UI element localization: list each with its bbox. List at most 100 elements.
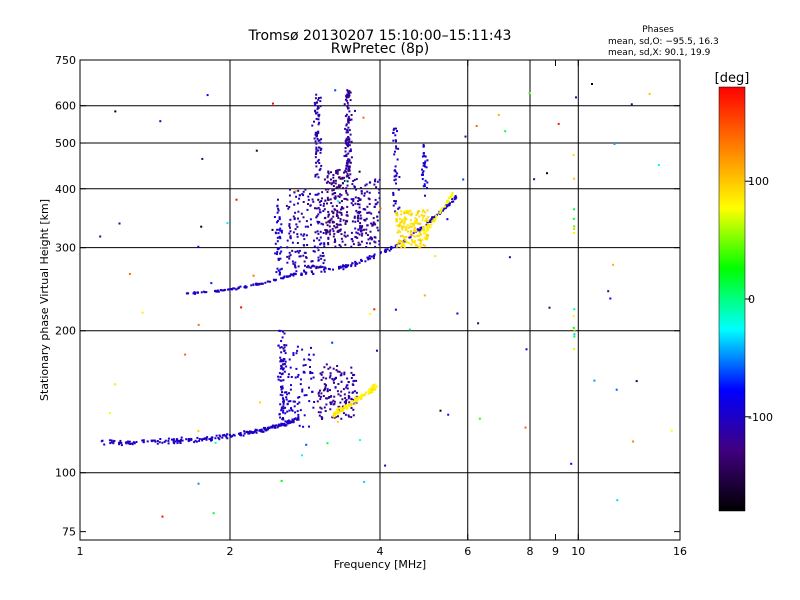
data-point xyxy=(346,193,349,196)
data-point xyxy=(113,440,116,443)
data-point xyxy=(331,189,334,192)
chart-subtitle: RwPretec (8p) xyxy=(331,41,429,57)
data-point xyxy=(357,197,360,200)
data-point xyxy=(342,187,345,190)
data-point xyxy=(282,360,285,363)
data-point xyxy=(431,216,434,219)
data-point xyxy=(327,367,330,370)
data-point xyxy=(394,134,397,137)
data-point xyxy=(320,392,323,395)
data-point xyxy=(277,378,280,381)
data-point xyxy=(325,363,328,366)
data-point xyxy=(335,170,337,173)
data-point xyxy=(344,140,347,142)
data-point xyxy=(341,398,344,401)
data-point xyxy=(357,217,359,220)
data-point xyxy=(356,236,359,239)
data-point xyxy=(276,211,279,214)
data-point xyxy=(205,438,208,441)
data-point xyxy=(348,110,351,113)
data-point xyxy=(350,397,353,400)
x-tick-label: 10 xyxy=(571,545,585,558)
data-point xyxy=(283,332,286,335)
data-point xyxy=(573,228,575,231)
data-point xyxy=(312,200,315,203)
data-point xyxy=(394,246,397,249)
data-point xyxy=(325,221,328,224)
data-point xyxy=(221,289,224,292)
data-point xyxy=(293,218,296,221)
data-point xyxy=(281,336,284,339)
data-point xyxy=(405,227,408,230)
data-point xyxy=(394,308,397,311)
data-point xyxy=(351,400,354,402)
data-point xyxy=(282,402,285,405)
data-point xyxy=(370,238,373,241)
data-point xyxy=(434,255,437,258)
data-point xyxy=(343,171,345,174)
data-point xyxy=(231,435,234,438)
data-point xyxy=(365,232,368,235)
data-point xyxy=(223,433,226,436)
colorbar-tick-label: -100 xyxy=(748,411,773,424)
data-point xyxy=(326,202,328,205)
data-point xyxy=(341,240,344,243)
data-point xyxy=(355,209,358,212)
data-point xyxy=(332,230,335,233)
data-point xyxy=(342,182,344,185)
data-point xyxy=(421,211,424,213)
data-point xyxy=(374,383,377,386)
data-point xyxy=(296,402,299,405)
data-point xyxy=(108,439,111,442)
data-point xyxy=(365,242,368,245)
data-point xyxy=(315,142,318,145)
data-point xyxy=(325,403,328,406)
data-point xyxy=(323,383,326,386)
data-point xyxy=(202,437,205,440)
data-point xyxy=(415,214,418,216)
data-point xyxy=(287,373,290,376)
data-point xyxy=(348,90,351,93)
data-point xyxy=(276,236,279,239)
data-point xyxy=(524,426,527,429)
data-point xyxy=(424,160,427,163)
data-point xyxy=(275,271,278,274)
data-point xyxy=(403,212,406,215)
data-point xyxy=(426,228,429,231)
data-point xyxy=(418,229,421,232)
data-point xyxy=(142,439,145,442)
data-point xyxy=(313,137,316,140)
data-point xyxy=(351,240,354,243)
data-point xyxy=(345,400,347,403)
data-point xyxy=(386,248,389,251)
data-point xyxy=(394,210,397,213)
data-point xyxy=(277,209,280,212)
data-point xyxy=(361,229,364,232)
data-point xyxy=(357,228,360,231)
data-point xyxy=(330,171,332,174)
data-point xyxy=(172,439,175,442)
data-point xyxy=(384,249,387,252)
data-point xyxy=(128,273,131,275)
data-point xyxy=(572,217,575,220)
data-point xyxy=(358,170,361,173)
data-point xyxy=(342,388,345,391)
data-point xyxy=(325,232,328,235)
data-point xyxy=(303,394,306,397)
data-point xyxy=(428,224,431,227)
data-point xyxy=(392,131,395,134)
data-point xyxy=(327,237,330,240)
data-point xyxy=(413,242,416,245)
data-point xyxy=(338,195,341,198)
data-point xyxy=(193,291,196,294)
data-point xyxy=(426,209,429,212)
data-point xyxy=(326,397,328,400)
data-point xyxy=(324,199,327,202)
data-point xyxy=(282,347,285,350)
data-point xyxy=(339,220,342,223)
data-point xyxy=(198,438,201,440)
data-point xyxy=(359,214,362,217)
data-point xyxy=(464,135,467,138)
y-tick-label: 400 xyxy=(55,183,76,196)
data-point xyxy=(417,239,420,241)
